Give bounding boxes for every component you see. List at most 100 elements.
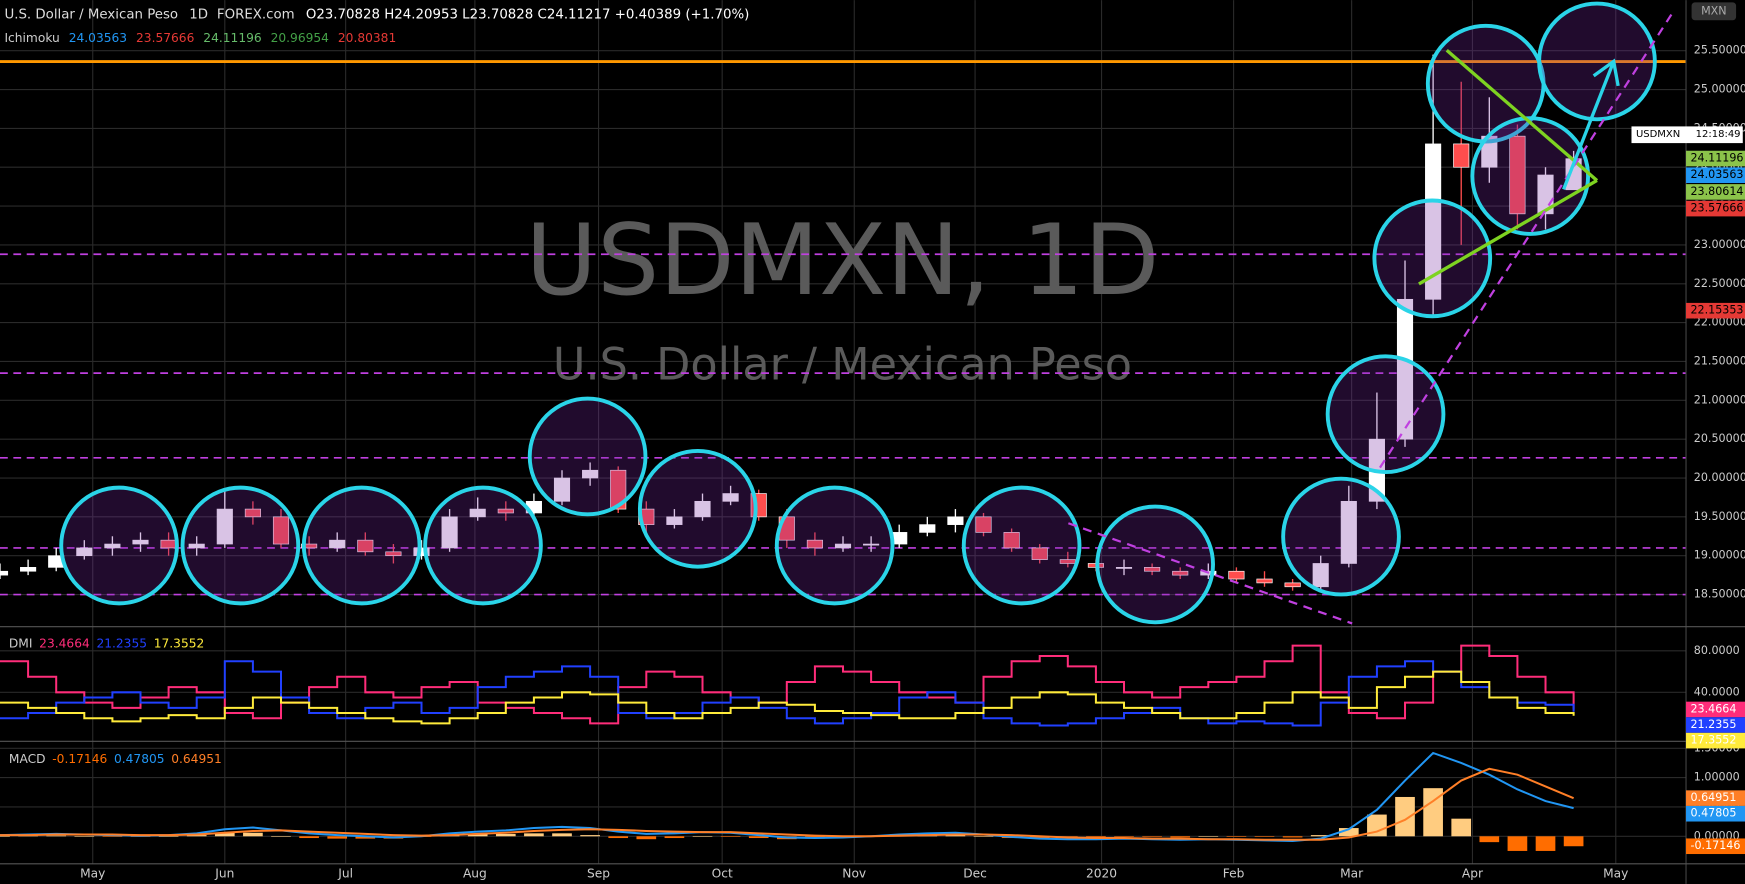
- x-tick-label: Mar: [1340, 866, 1364, 880]
- candle-body: [1509, 135, 1526, 215]
- circle-annotation: [961, 485, 1082, 606]
- histogram-bar: [271, 836, 291, 837]
- histogram-bar: [664, 836, 685, 839]
- candle-body: [357, 539, 374, 553]
- y-tick-label: 22.00000: [1694, 316, 1745, 329]
- y-tick-label: 21.00000: [1694, 393, 1745, 406]
- candle-body: [1144, 567, 1161, 572]
- indicator-value: 23.57666: [136, 31, 195, 45]
- x-tick-label: Apr: [1462, 866, 1484, 880]
- histogram-bar: [1086, 836, 1106, 838]
- source: FOREX.com: [217, 8, 295, 23]
- histogram-bar: [495, 833, 516, 837]
- dmi-legend: DMI 23.4664 21.2355 17.3552: [9, 636, 204, 650]
- histogram-bar: [186, 835, 207, 837]
- channel-line: [1379, 8, 1676, 469]
- indicator-line: [0, 660, 1575, 727]
- candle-body: [301, 543, 318, 549]
- histogram-bar: [1367, 814, 1387, 837]
- histogram-bar: [692, 836, 713, 837]
- price-label-box: [1686, 167, 1745, 184]
- trend-line: [1418, 179, 1598, 286]
- y-tick-label: 20.00000: [1694, 471, 1745, 484]
- circle-annotation: [423, 485, 543, 606]
- candle-body: [385, 551, 402, 557]
- candle-body: [1228, 570, 1245, 580]
- price-label-box: [1686, 184, 1745, 200]
- candle-body: [413, 547, 430, 557]
- histogram-bar: [580, 835, 600, 837]
- ohlc: O23.70828 H24.20953 L23.70828 C24.11217 …: [306, 8, 750, 23]
- y-tick-label: 18.50000: [1694, 588, 1745, 601]
- legend-value: 21.2355: [96, 636, 147, 650]
- value-box-label: 23.4664: [1690, 702, 1736, 715]
- histogram-bar: [1029, 836, 1050, 839]
- channel-line: [1067, 522, 1353, 625]
- histogram-bar: [524, 833, 544, 837]
- price-label: 24.11196: [1690, 152, 1743, 165]
- histogram-bar: [1114, 836, 1134, 837]
- histogram-bar: [158, 836, 179, 837]
- drawings: [1067, 8, 1676, 625]
- candle-body: [582, 469, 599, 479]
- candle-body: [610, 469, 627, 510]
- histogram-bar: [467, 833, 488, 837]
- symbol-box: [1631, 126, 1743, 144]
- y-tick-label: 1.00000: [1694, 771, 1740, 784]
- value-box-label: 0.47805: [1690, 807, 1736, 820]
- circle-annotation: [180, 485, 301, 606]
- candle-body: [694, 500, 711, 518]
- legend-value: 17.3552: [154, 636, 205, 650]
- histogram-bar: [720, 836, 741, 837]
- indicator-line: [0, 767, 1575, 841]
- countdown: 12:18:49: [1696, 129, 1741, 140]
- x-tick-label: May: [80, 866, 105, 880]
- plot: [0, 54, 1745, 851]
- candle-body: [188, 543, 205, 549]
- histogram-bar: [1451, 818, 1472, 837]
- price-label-box: [1686, 302, 1745, 319]
- macd-legend: MACD -0.17146 0.47805 0.64951: [9, 752, 222, 766]
- histogram-bar: [1338, 828, 1359, 837]
- x-tick-label: 2020: [1086, 866, 1117, 880]
- histogram-bar: [243, 832, 263, 837]
- value-box: [1686, 717, 1745, 733]
- histogram-bar: [327, 836, 348, 839]
- y-tick-label: 25.00000: [1694, 83, 1745, 96]
- candle-body: [272, 516, 290, 545]
- circle-annotation: [59, 485, 179, 606]
- circle-annotation: [774, 485, 895, 606]
- histogram-bar: [1226, 836, 1247, 837]
- symbol-name: U.S. Dollar / Mexican Peso: [4, 8, 178, 23]
- candle-body: [76, 547, 93, 557]
- x-tick-label: Oct: [712, 866, 733, 880]
- candle-body: [1172, 570, 1189, 576]
- histogram-bar: [1395, 796, 1415, 837]
- watermark-subtitle: U.S. Dollar / Mexican Peso: [553, 339, 1132, 390]
- annotations: [59, 1, 1657, 625]
- histogram-bar: [1142, 836, 1162, 837]
- trend-line: [1445, 49, 1599, 182]
- histogram-bar: [299, 836, 319, 839]
- candle-body: [975, 516, 992, 533]
- price-label: 24.03563: [1690, 168, 1743, 181]
- value-box-label: 21.2355: [1690, 718, 1736, 731]
- price-label: 23.57666: [1690, 202, 1743, 215]
- currency-box: [1691, 2, 1737, 21]
- x-tick-label: Feb: [1223, 866, 1245, 880]
- indicator-name: Ichimoku: [4, 31, 59, 45]
- y-tick-label: 21.50000: [1694, 354, 1745, 367]
- circle-annotation: [527, 396, 648, 517]
- candle-body: [553, 477, 571, 502]
- candle-body: [1031, 547, 1048, 560]
- header-title: U.S. Dollar / Mexican Peso 1D FOREX.com O23…: [4, 8, 749, 23]
- value-box-label: -0.17146: [1690, 839, 1740, 852]
- indicator-value: 20.96954: [271, 31, 330, 45]
- circle-annotation: [1281, 476, 1401, 597]
- candle-body: [104, 543, 121, 549]
- histogram-bar: [102, 836, 123, 837]
- histogram-bar: [1563, 836, 1584, 847]
- candle-body: [1312, 563, 1329, 588]
- y-tick-label: 19.50000: [1694, 510, 1745, 523]
- x-tick-label: May: [1603, 866, 1628, 880]
